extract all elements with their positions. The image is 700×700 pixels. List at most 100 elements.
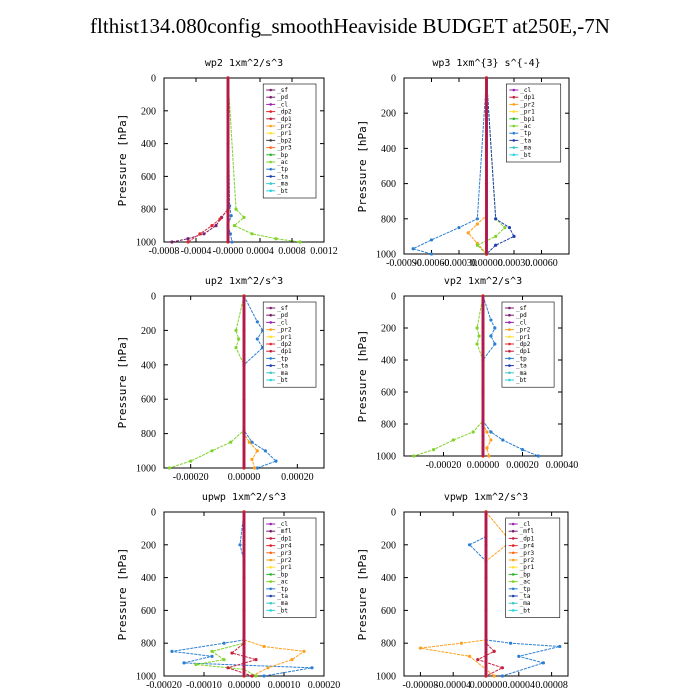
- data-point: [471, 430, 475, 434]
- data-point: [255, 466, 259, 470]
- legend-label: _bt: [277, 607, 288, 614]
- y-axis-label: Pressure [hPa]: [356, 330, 369, 423]
- panel-title: wp2 1xm^2/s^3: [205, 58, 283, 69]
- legend-marker: [508, 321, 511, 324]
- data-point: [182, 661, 186, 665]
- data-point: [230, 651, 234, 655]
- legend-label: _ma: [520, 600, 531, 607]
- legend-label: _tp: [277, 586, 288, 593]
- x-tick-label: 0.00010: [268, 680, 301, 691]
- data-point: [242, 215, 246, 219]
- x-tick-label: 0.00000: [228, 472, 261, 483]
- data-point: [520, 448, 525, 452]
- data-point: [263, 449, 267, 453]
- vp2-panel: vp2 1xm^2/s^3 Pressure [hPa] 0 200 400 600 800…: [356, 276, 578, 471]
- y-tick-label: 200: [141, 540, 156, 551]
- legend-label: _pr2: [520, 557, 535, 564]
- legend-marker: [269, 378, 273, 382]
- y-tick-label: 200: [381, 324, 396, 335]
- legend-marker: [512, 110, 516, 113]
- x-tick-label: 0.00008: [535, 680, 568, 691]
- data-point: [234, 207, 238, 211]
- legend-marker: [269, 321, 273, 324]
- data-point: [494, 243, 498, 247]
- data-point: [298, 240, 302, 244]
- legend-marker: [511, 544, 515, 547]
- y-tick-label: 0: [391, 292, 396, 303]
- x-tick-label: 0.00000: [467, 460, 500, 471]
- data-point: [210, 649, 214, 654]
- data-point: [475, 243, 479, 247]
- data-point: [198, 232, 202, 236]
- data-point: [475, 217, 479, 221]
- legend-label: _cl: [277, 319, 288, 326]
- y-tick-label: 400: [381, 573, 396, 584]
- data-point: [234, 346, 238, 350]
- series-line: [169, 295, 245, 469]
- data-point: [451, 438, 455, 442]
- data-point: [202, 232, 206, 236]
- legend-label: _ma: [277, 370, 288, 377]
- y-tick-label: 400: [141, 573, 156, 584]
- legend-marker: [512, 131, 516, 135]
- data-point: [494, 234, 498, 238]
- legend-marker: [508, 364, 511, 367]
- legend-label: _cl: [277, 101, 288, 108]
- data-point: [167, 466, 171, 470]
- legend-label: _bp: [277, 571, 288, 578]
- legend-box: [262, 83, 317, 199]
- data-point: [189, 459, 193, 463]
- data-point: [226, 666, 230, 670]
- legend-marker: [508, 335, 511, 339]
- legend-marker: [269, 95, 273, 99]
- data-point: [253, 466, 257, 470]
- y-tick-label: 1000: [376, 452, 396, 463]
- data-point: [500, 674, 504, 678]
- legend-label: _cl: [277, 521, 288, 528]
- legend-label: _bt: [520, 152, 531, 159]
- data-point: [500, 666, 504, 670]
- legend-box: [505, 517, 561, 618]
- legend-label: _bp: [277, 152, 288, 159]
- data-point: [186, 237, 190, 241]
- legend-marker: [512, 153, 516, 157]
- legend-label: _tp: [277, 355, 288, 362]
- data-point: [489, 318, 493, 322]
- x-tick-label: 0.0004: [246, 246, 274, 257]
- legend-label: _dp2: [277, 341, 292, 348]
- data-point: [485, 430, 489, 434]
- plot-frame: [163, 77, 325, 243]
- legend-label: _pr3: [520, 550, 535, 557]
- y-tick-label: 200: [141, 106, 156, 117]
- legend-marker: [269, 609, 273, 612]
- data-point: [475, 222, 479, 226]
- x-tick-label: -0.0004: [181, 246, 212, 257]
- legend-label: _pr1: [520, 109, 535, 116]
- legend-label: _ta: [520, 593, 531, 600]
- legend-box: [505, 83, 562, 163]
- legend-label: _cl: [520, 521, 531, 528]
- legend-marker: [512, 103, 516, 106]
- legend-marker: [269, 357, 273, 360]
- data-point: [412, 454, 416, 458]
- legend-label: _mfl: [277, 528, 292, 535]
- data-point: [558, 644, 562, 649]
- legend-label: _pr1: [520, 564, 535, 571]
- legend-marker: [269, 544, 273, 547]
- legend-label: _pr1: [516, 334, 531, 341]
- data-point: [477, 334, 481, 338]
- data-point: [492, 674, 496, 678]
- data-point: [517, 654, 521, 658]
- data-point: [432, 448, 436, 452]
- y-tick-label: 600: [381, 606, 396, 617]
- data-point: [493, 326, 497, 330]
- data-point: [459, 641, 463, 645]
- legend-label: _pr3: [277, 145, 292, 152]
- legend-marker: [511, 529, 515, 533]
- data-point: [487, 454, 491, 458]
- y-tick-label: 1000: [136, 672, 156, 683]
- legend-marker: [511, 601, 515, 605]
- legend-label: _bp: [520, 571, 531, 578]
- y-tick-label: 800: [141, 205, 156, 216]
